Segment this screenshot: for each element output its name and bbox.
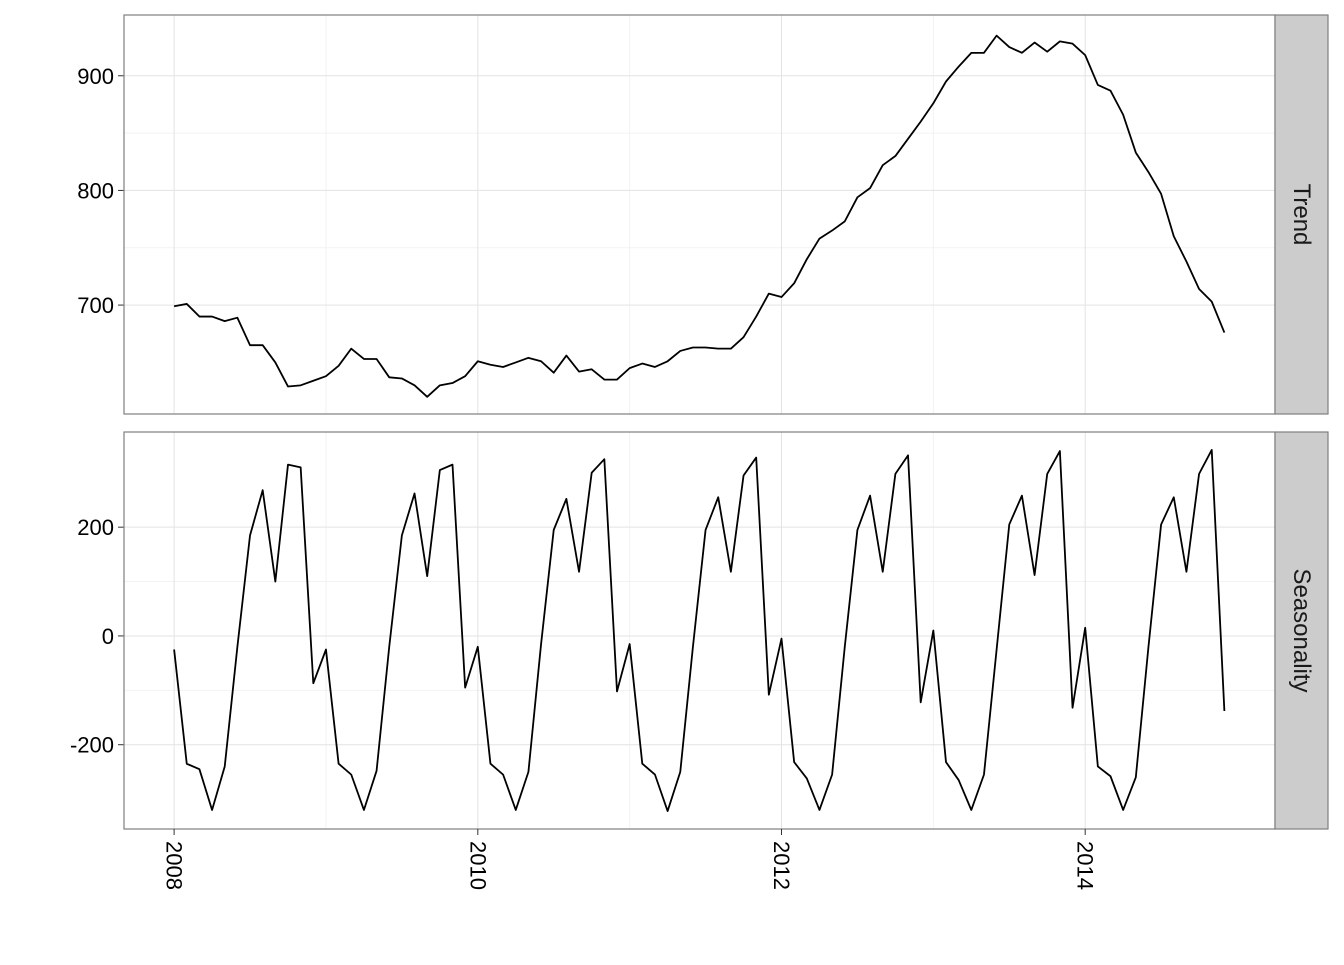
series-line-seasonality [173,449,1226,812]
panel-seasonality: -200 0 200 Seasonality [70,431,1329,830]
facet-strip [1274,431,1329,830]
series-line-trend [173,34,1226,398]
facet-strip-label: Seasonality [1288,568,1315,692]
panel-background [124,432,1275,829]
facet-strip-label: Trend [1288,184,1315,246]
y-tick-label: -200 [70,733,114,758]
y-tick-label: 800 [77,178,114,203]
facet-strip [1274,14,1329,415]
x-tick-label: 2010 [465,841,490,890]
y-tick-label: 900 [77,64,114,89]
panel-background [124,15,1275,414]
x-tick-label: 2014 [1073,841,1098,890]
panel-trend: 700 800 900 Trend [77,14,1329,415]
x-tick-label: 2008 [162,841,187,890]
x-tick-label: 2012 [769,841,794,890]
y-tick-label: 700 [77,293,114,318]
y-tick-label: 200 [77,515,114,540]
y-tick-label: 0 [102,624,114,649]
